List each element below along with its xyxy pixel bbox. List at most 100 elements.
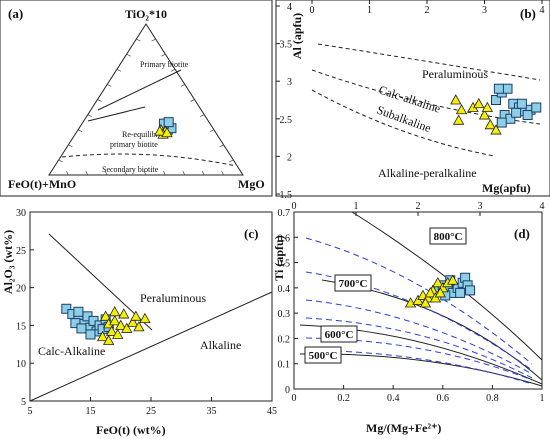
y-tick-label: 0 (285, 385, 290, 396)
panel-c-points (61, 303, 151, 345)
x2-tick-label: 1 (354, 201, 359, 212)
ternary-tick (161, 53, 166, 57)
y-tick-label: 4 (287, 2, 292, 13)
data-point-triangle (412, 294, 424, 305)
ternary-tick (66, 170, 69, 176)
x-tick-label: 35 (207, 406, 217, 417)
panel-a-letter: (a) (8, 6, 23, 21)
ternary-triangle (48, 23, 244, 176)
panel-d-letter: (d) (514, 226, 530, 241)
x2-tick-label: 0 (292, 201, 297, 212)
data-point-square (496, 117, 507, 128)
data-point-triangle (112, 328, 124, 339)
ternary-tick (124, 170, 127, 176)
x-tick-label: 15 (86, 406, 96, 417)
ternary-tick (200, 114, 205, 117)
ternary-tick (182, 170, 186, 176)
panel-b-ticks: 0 1 2 3 4 1.5 2 2.5 3 3.5 4 (276, 0, 545, 201)
data-point-triangle (447, 274, 459, 285)
blue-curve-4 (305, 317, 533, 379)
isotherm-label-box-500 (304, 346, 342, 364)
data-point-square (61, 303, 72, 314)
data-point-triangle (481, 101, 494, 112)
data-point-triangle (490, 124, 502, 135)
data-point-triangle (105, 325, 118, 336)
data-point-square (522, 110, 533, 121)
ternary-tick (190, 99, 195, 102)
ternary-tick (87, 114, 92, 117)
data-point-square (491, 95, 501, 105)
panel-c-ylabel: Al₂O₃ (wt%) (1, 230, 15, 294)
ternary-tick (209, 129, 215, 133)
data-point-triangle (452, 114, 465, 125)
y-tick-label: 10 (16, 359, 26, 370)
panel-b-frame (275, 0, 550, 197)
panel-c-ticks: 5 15 25 35 45 5 10 15 20 25 30 (16, 208, 277, 417)
y-tick-label: 2.5 (280, 115, 293, 126)
ternary-tick (180, 84, 185, 87)
data-point-square (163, 117, 174, 128)
boundary-secondary (61, 153, 237, 167)
x-tick-label: 5 (28, 406, 33, 417)
ternary-tick (221, 170, 224, 176)
ternary-tick (229, 159, 234, 163)
data-point-triangle (121, 322, 133, 333)
data-point-triangle (115, 319, 127, 330)
vertex-label-left: FeO(t)+MnO (8, 177, 76, 191)
x2-tick-label: 2 (416, 201, 421, 212)
x-tick-label: 0.8 (486, 393, 499, 404)
data-point-triangle (139, 312, 151, 323)
y-tick-label: 1.5 (280, 190, 293, 201)
y-tick-label: 0.7 (278, 208, 291, 219)
data-point-triangle (154, 125, 166, 136)
panel-b-points (450, 83, 542, 135)
ternary-tick (116, 68, 122, 72)
y-tick-label: 3.5 (280, 40, 293, 51)
y-tick-label: 0.5 (278, 259, 291, 270)
data-point-triangle (484, 118, 496, 130)
boundary-primary (97, 69, 182, 111)
x-tick-label: 3 (482, 5, 487, 16)
y-tick-label: 2 (287, 152, 292, 163)
x-tick-label: 2 (425, 5, 430, 16)
panel-c-letter: (c) (244, 226, 258, 241)
curve-b-1 (317, 43, 541, 81)
ternary-tick (104, 170, 108, 176)
panel-d-ylabel: Ti (apfu) (272, 235, 286, 280)
x-tick-label: 45 (267, 406, 277, 417)
panel-b-xlabel: Mg(apfu) (482, 181, 531, 195)
data-point-triangle (102, 334, 115, 345)
y-tick-label: 25 (16, 246, 26, 257)
data-point-square (516, 98, 527, 109)
x2-tick-label: 4 (540, 201, 545, 212)
x-tick-label: 4 (540, 5, 545, 16)
field-label-reequilibrated: Re-equilibrated primary biotite (110, 130, 174, 149)
ternary-tick (107, 84, 112, 87)
x-tick-label: 25 (146, 406, 156, 417)
panel-d: (d) Ti (apfu) Mg/(Mg+Fe²⁺) 0 0.2 0.4 0.6 0.8… (272, 201, 545, 435)
data-point-square (76, 323, 87, 334)
panel-c: (c) Al₂O₃ (wt%) FeO(t) (wt%) 5 15 25 35 45 5 1… (1, 208, 277, 437)
y-tick-label: 0.1 (278, 360, 291, 371)
y-tick-label: 15 (16, 321, 26, 332)
y-tick-label: 5 (21, 397, 26, 408)
vertex-label-top: TiO₂*10 (125, 7, 167, 21)
data-point-square (493, 83, 504, 94)
x-tick-label: 0.4 (387, 393, 400, 404)
data-point-square (85, 329, 96, 340)
isotherm-label-600: 600°C (325, 329, 354, 341)
x-tick-label: 1 (367, 5, 372, 16)
panel-a: (a) TiO₂*10 FeO(t)+MnO MgO Primary bioti… (0, 0, 273, 197)
data-point-triangle (109, 315, 121, 326)
y-tick-label: 0.6 (278, 233, 291, 244)
ternary-tick (77, 129, 83, 133)
data-point-triangle (127, 316, 139, 327)
panel-b-letter: (b) (520, 6, 536, 21)
panel-b-ylabel: Al (apfu) (290, 13, 304, 59)
isotherm-label-500: 500°C (309, 350, 338, 362)
boundary-reequilibrated (87, 106, 146, 122)
data-point-triangle (109, 305, 121, 317)
ternary-tick (219, 144, 224, 148)
panel-b: (b) Al (apfu) Mg(apfu) 0 1 2 3 4 1.5 2 2.5 3 3.5 4… (275, 0, 550, 201)
